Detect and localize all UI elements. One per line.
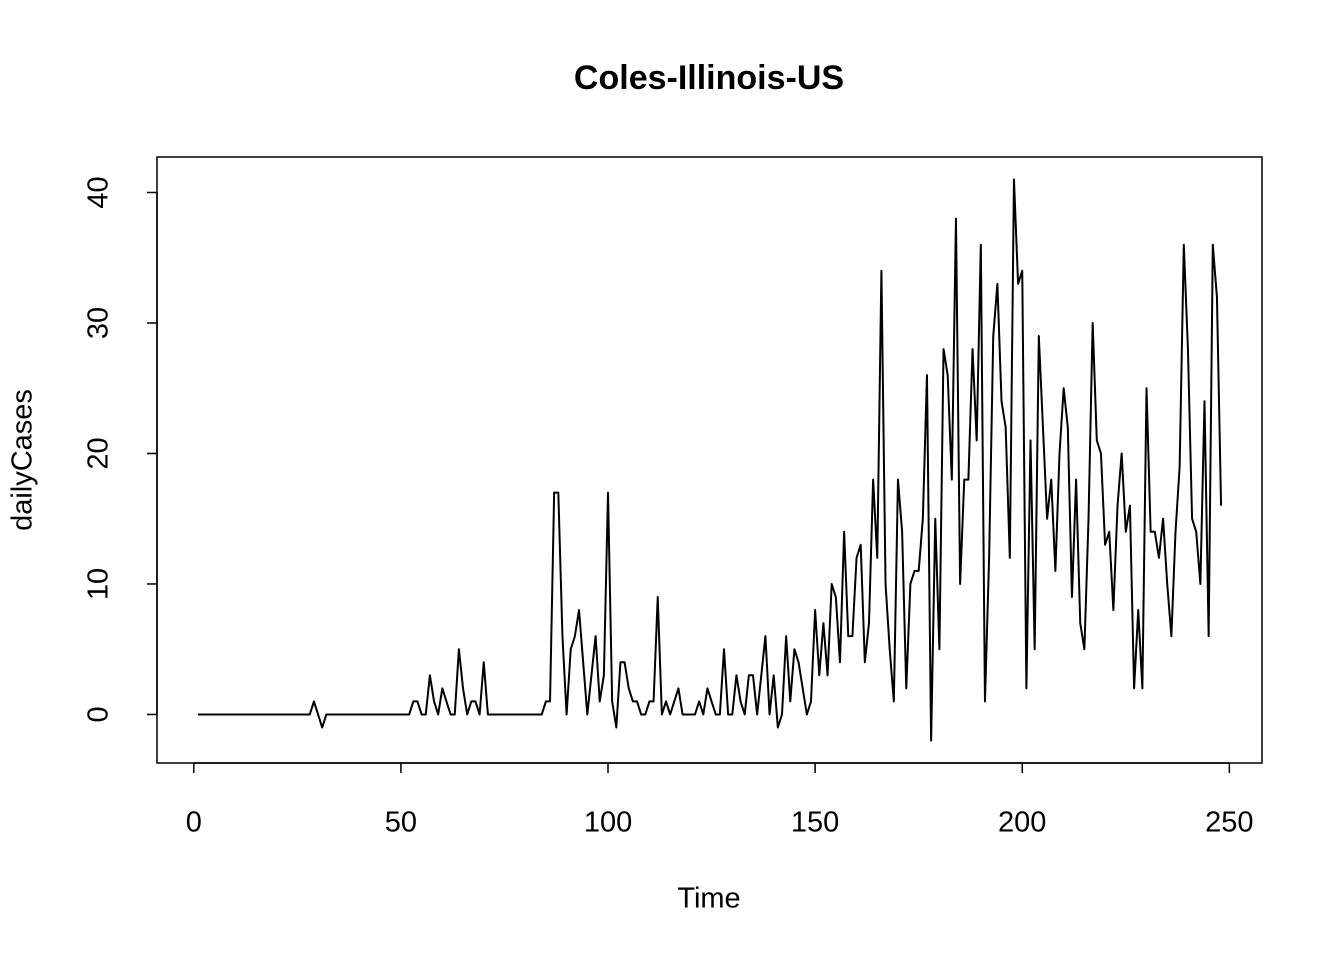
y-tick-label: 30: [83, 307, 115, 339]
x-tick-label: 50: [385, 807, 417, 839]
y-tick-label: 20: [83, 437, 115, 469]
plot-frame: [156, 156, 1263, 764]
x-tick-label: 0: [186, 807, 202, 839]
x-axis-label: Time: [677, 883, 740, 915]
chart-title: Coles-Illinois-US: [574, 59, 844, 97]
x-tick-label: 150: [791, 807, 839, 839]
y-axis-label: dailyCases: [7, 389, 39, 531]
y-tick-label: 10: [83, 568, 115, 600]
y-tick-label: 0: [83, 706, 115, 722]
x-tick-label: 250: [1205, 807, 1253, 839]
x-tick-label: 200: [998, 807, 1046, 839]
y-tick-label: 40: [83, 176, 115, 208]
data-line: [197, 178, 1223, 742]
x-tick-label: 100: [584, 807, 632, 839]
